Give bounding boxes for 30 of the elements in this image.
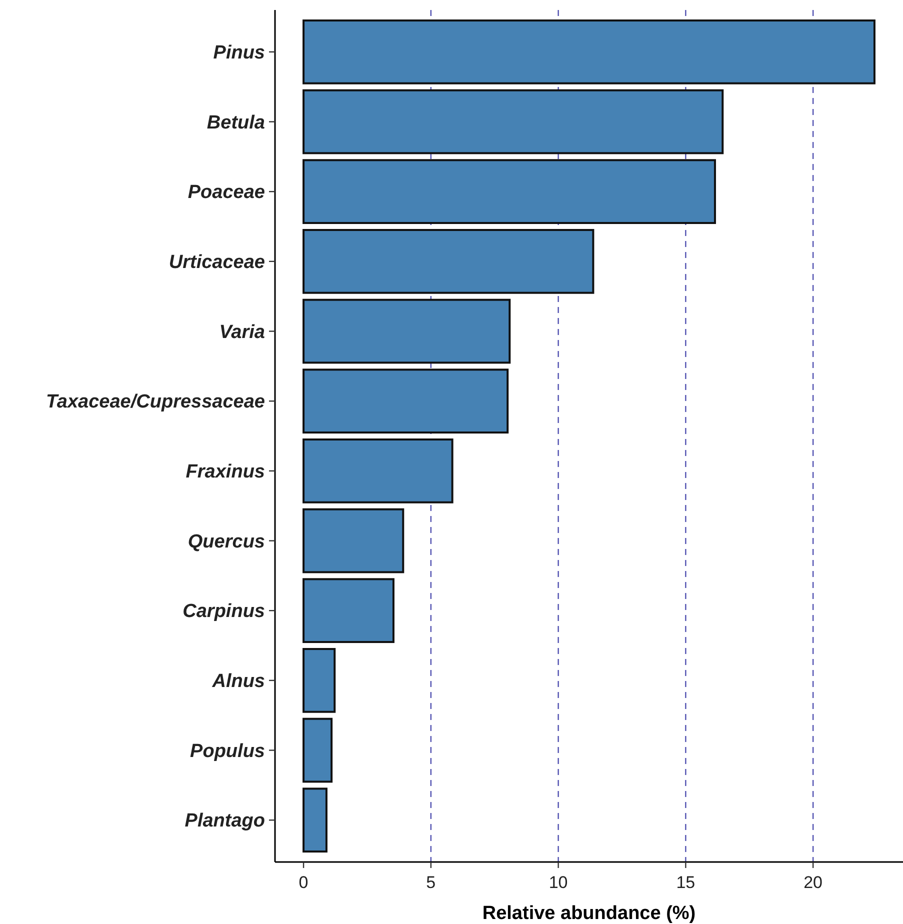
y-tick-label: Poaceae [188, 182, 266, 204]
y-tick-label: Alnus [211, 671, 265, 692]
bar [302, 89, 724, 154]
y-tick-label: Carpinus [182, 601, 265, 622]
x-tick-label: 10 [548, 873, 568, 892]
y-tick-label: Populus [190, 740, 265, 762]
y-tick-label: Fraxinus [186, 462, 265, 483]
bar [302, 19, 876, 84]
x-tick-label: 20 [804, 873, 823, 892]
bar [302, 159, 716, 224]
y-tick-label: Taxaceae/Cupressaceae [46, 392, 266, 413]
bar [302, 228, 594, 294]
bar [302, 438, 454, 504]
x-tick-label: 0 [298, 873, 308, 892]
bar [302, 578, 394, 644]
y-tick-label: Varia [219, 322, 266, 343]
bar [302, 718, 333, 783]
x-axis-title: Relative abundance (%) [482, 903, 696, 924]
bar [302, 508, 404, 574]
x-tick-label: 15 [676, 873, 696, 892]
x-tick-label: 5 [426, 873, 436, 892]
bar [302, 648, 336, 713]
y-tick-label: Quercus [188, 531, 265, 552]
y-tick-label: Pinus [213, 42, 265, 64]
bar [302, 788, 328, 853]
y-tick-label: Urticaceae [168, 252, 266, 274]
y-tick-label: Plantago [184, 810, 265, 832]
y-tick-label: Betula [206, 112, 266, 134]
bar [302, 298, 511, 364]
bar [302, 368, 509, 434]
